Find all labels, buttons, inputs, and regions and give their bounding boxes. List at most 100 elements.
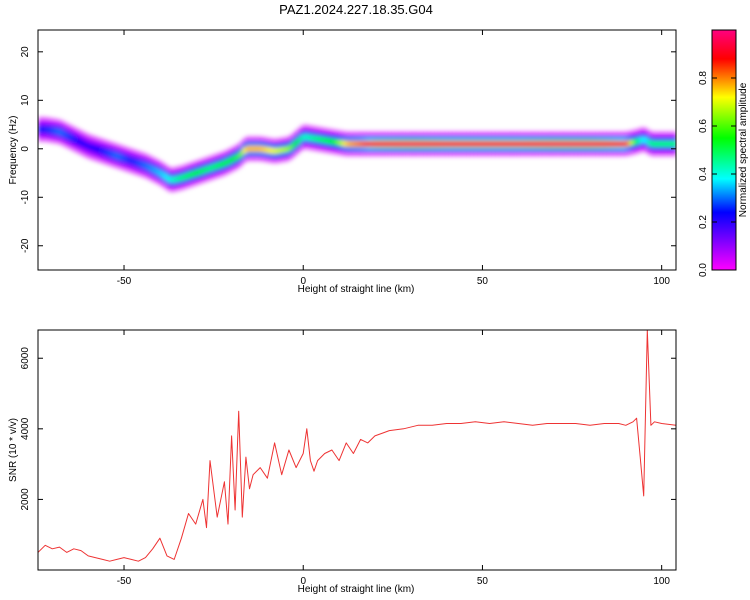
heatmap-cell [525,141,530,147]
snr-x-label: Height of straight line (km) [298,584,415,595]
heatmap-cell [342,140,347,147]
heatmap-cell [113,152,118,159]
heatmap-cell [636,138,641,144]
heatmap-cell [403,141,408,147]
heatmap-cell [536,141,541,147]
heatmap-cell [482,141,487,147]
spectrogram-y-tick-label: 0 [20,146,31,152]
heatmap-cell [45,126,50,133]
heatmap-cell [561,141,566,147]
spectrogram-y-tick-label: 20 [20,46,31,58]
heatmap-cell [38,126,43,133]
heatmap-cell [141,162,147,169]
heatmap-cell [658,141,663,147]
heatmap-cell [303,134,308,140]
heatmap-cell [407,141,412,147]
heatmap-cell [310,135,315,142]
heatmap-cell [503,141,509,147]
heatmap-cell [296,138,301,145]
colorbar-tick-label: 0.0 [698,263,709,277]
heatmap-cell [346,141,351,147]
heatmap-cell [167,176,172,182]
heatmap-cell [428,141,433,147]
heatmap-cell [174,176,179,182]
heatmap-cell [324,137,329,144]
heatmap-cell [364,141,369,147]
heatmap-cell [425,141,430,147]
heatmap-cell [95,146,100,153]
heatmap-cell [532,141,537,147]
heatmap-cell [152,167,157,174]
heatmap-cell [453,141,458,147]
heatmap-cell [120,154,125,161]
heatmap-cell [597,141,602,147]
colorbar-tick-label: 0.6 [698,119,709,133]
heatmap-cell [489,141,494,147]
heatmap-cell [63,131,68,138]
heatmap-cell [245,145,251,152]
colorbar-tick-label: 0.8 [698,71,709,85]
spectrogram-y-tick-label: -10 [20,190,31,205]
heatmap-cell [557,141,562,147]
heatmap-cell [238,151,243,158]
heatmap-cell [77,138,82,145]
heatmap-cell [106,150,111,156]
heatmap-cell [443,141,448,147]
heatmap-cell [478,141,484,147]
chart-title: PAZ1.2024.227.18.35.G04 [279,2,433,17]
heatmap-cell [149,165,154,172]
heatmap-cell [382,141,387,147]
heatmap-cell [288,144,294,151]
heatmap-cell [572,141,577,147]
spectrogram-y-ticks: -20 -10 0 10 20 [20,46,676,253]
heatmap-cell [668,141,674,147]
heatmap-cell [235,154,240,160]
snr-x-tick-label: -50 [117,576,132,587]
heatmap-cell [640,136,645,143]
heatmap-cell [389,141,394,147]
snr-series-line [38,330,676,562]
heatmap-cell [145,163,150,170]
colorbar-gradient [712,30,736,270]
heatmap-cell [564,141,570,147]
heatmap-cell [253,145,258,152]
heatmap-cell [414,141,419,147]
heatmap-cell [360,141,365,147]
heatmap-cell [593,141,598,147]
heatmap-cell [73,137,79,143]
spectrogram-y-tick-label: 10 [20,94,31,106]
heatmap-cell [202,167,208,173]
heatmap-cell [52,128,57,134]
heatmap-cell [98,147,104,154]
heatmap-cell [629,139,634,146]
heatmap-cell [643,137,648,144]
colorbar-ticks: 0.0 0.2 0.4 0.6 0.8 [698,71,736,277]
heatmap-cell [600,141,605,147]
heatmap-cell [59,129,64,136]
snr-panel: -50 0 50 100 2000 4000 6000 Height of straigh… [8,329,677,595]
heatmap-cell [543,141,548,147]
snr-y-tick-label: 2000 [20,488,31,511]
heatmap-cell [188,171,193,178]
snr-x-tick-label: 50 [477,576,489,587]
heatmap-cell [138,161,143,167]
snr-y-label: SNR (10 * v/v) [8,418,19,482]
heatmap-cell [102,148,107,155]
heatmap-cell [349,141,355,147]
heatmap-cell [210,164,215,171]
heatmap-cell [70,135,75,142]
heatmap-cell [224,159,229,166]
heatmap-cell [242,147,247,154]
heatmap-cell [156,169,161,176]
heatmap-cell [507,141,512,147]
spectrogram-x-tick-label: -50 [117,276,132,287]
snr-x-tick-label: 100 [653,576,670,587]
heatmap-cell [181,174,186,181]
heatmap-cell [550,141,555,147]
heatmap-cell [421,141,426,147]
heatmap-cell [632,139,638,145]
heatmap-cell [206,165,211,172]
heatmap-cell [586,141,591,147]
heatmap-cell [353,141,358,147]
heatmap-cell [184,173,190,179]
